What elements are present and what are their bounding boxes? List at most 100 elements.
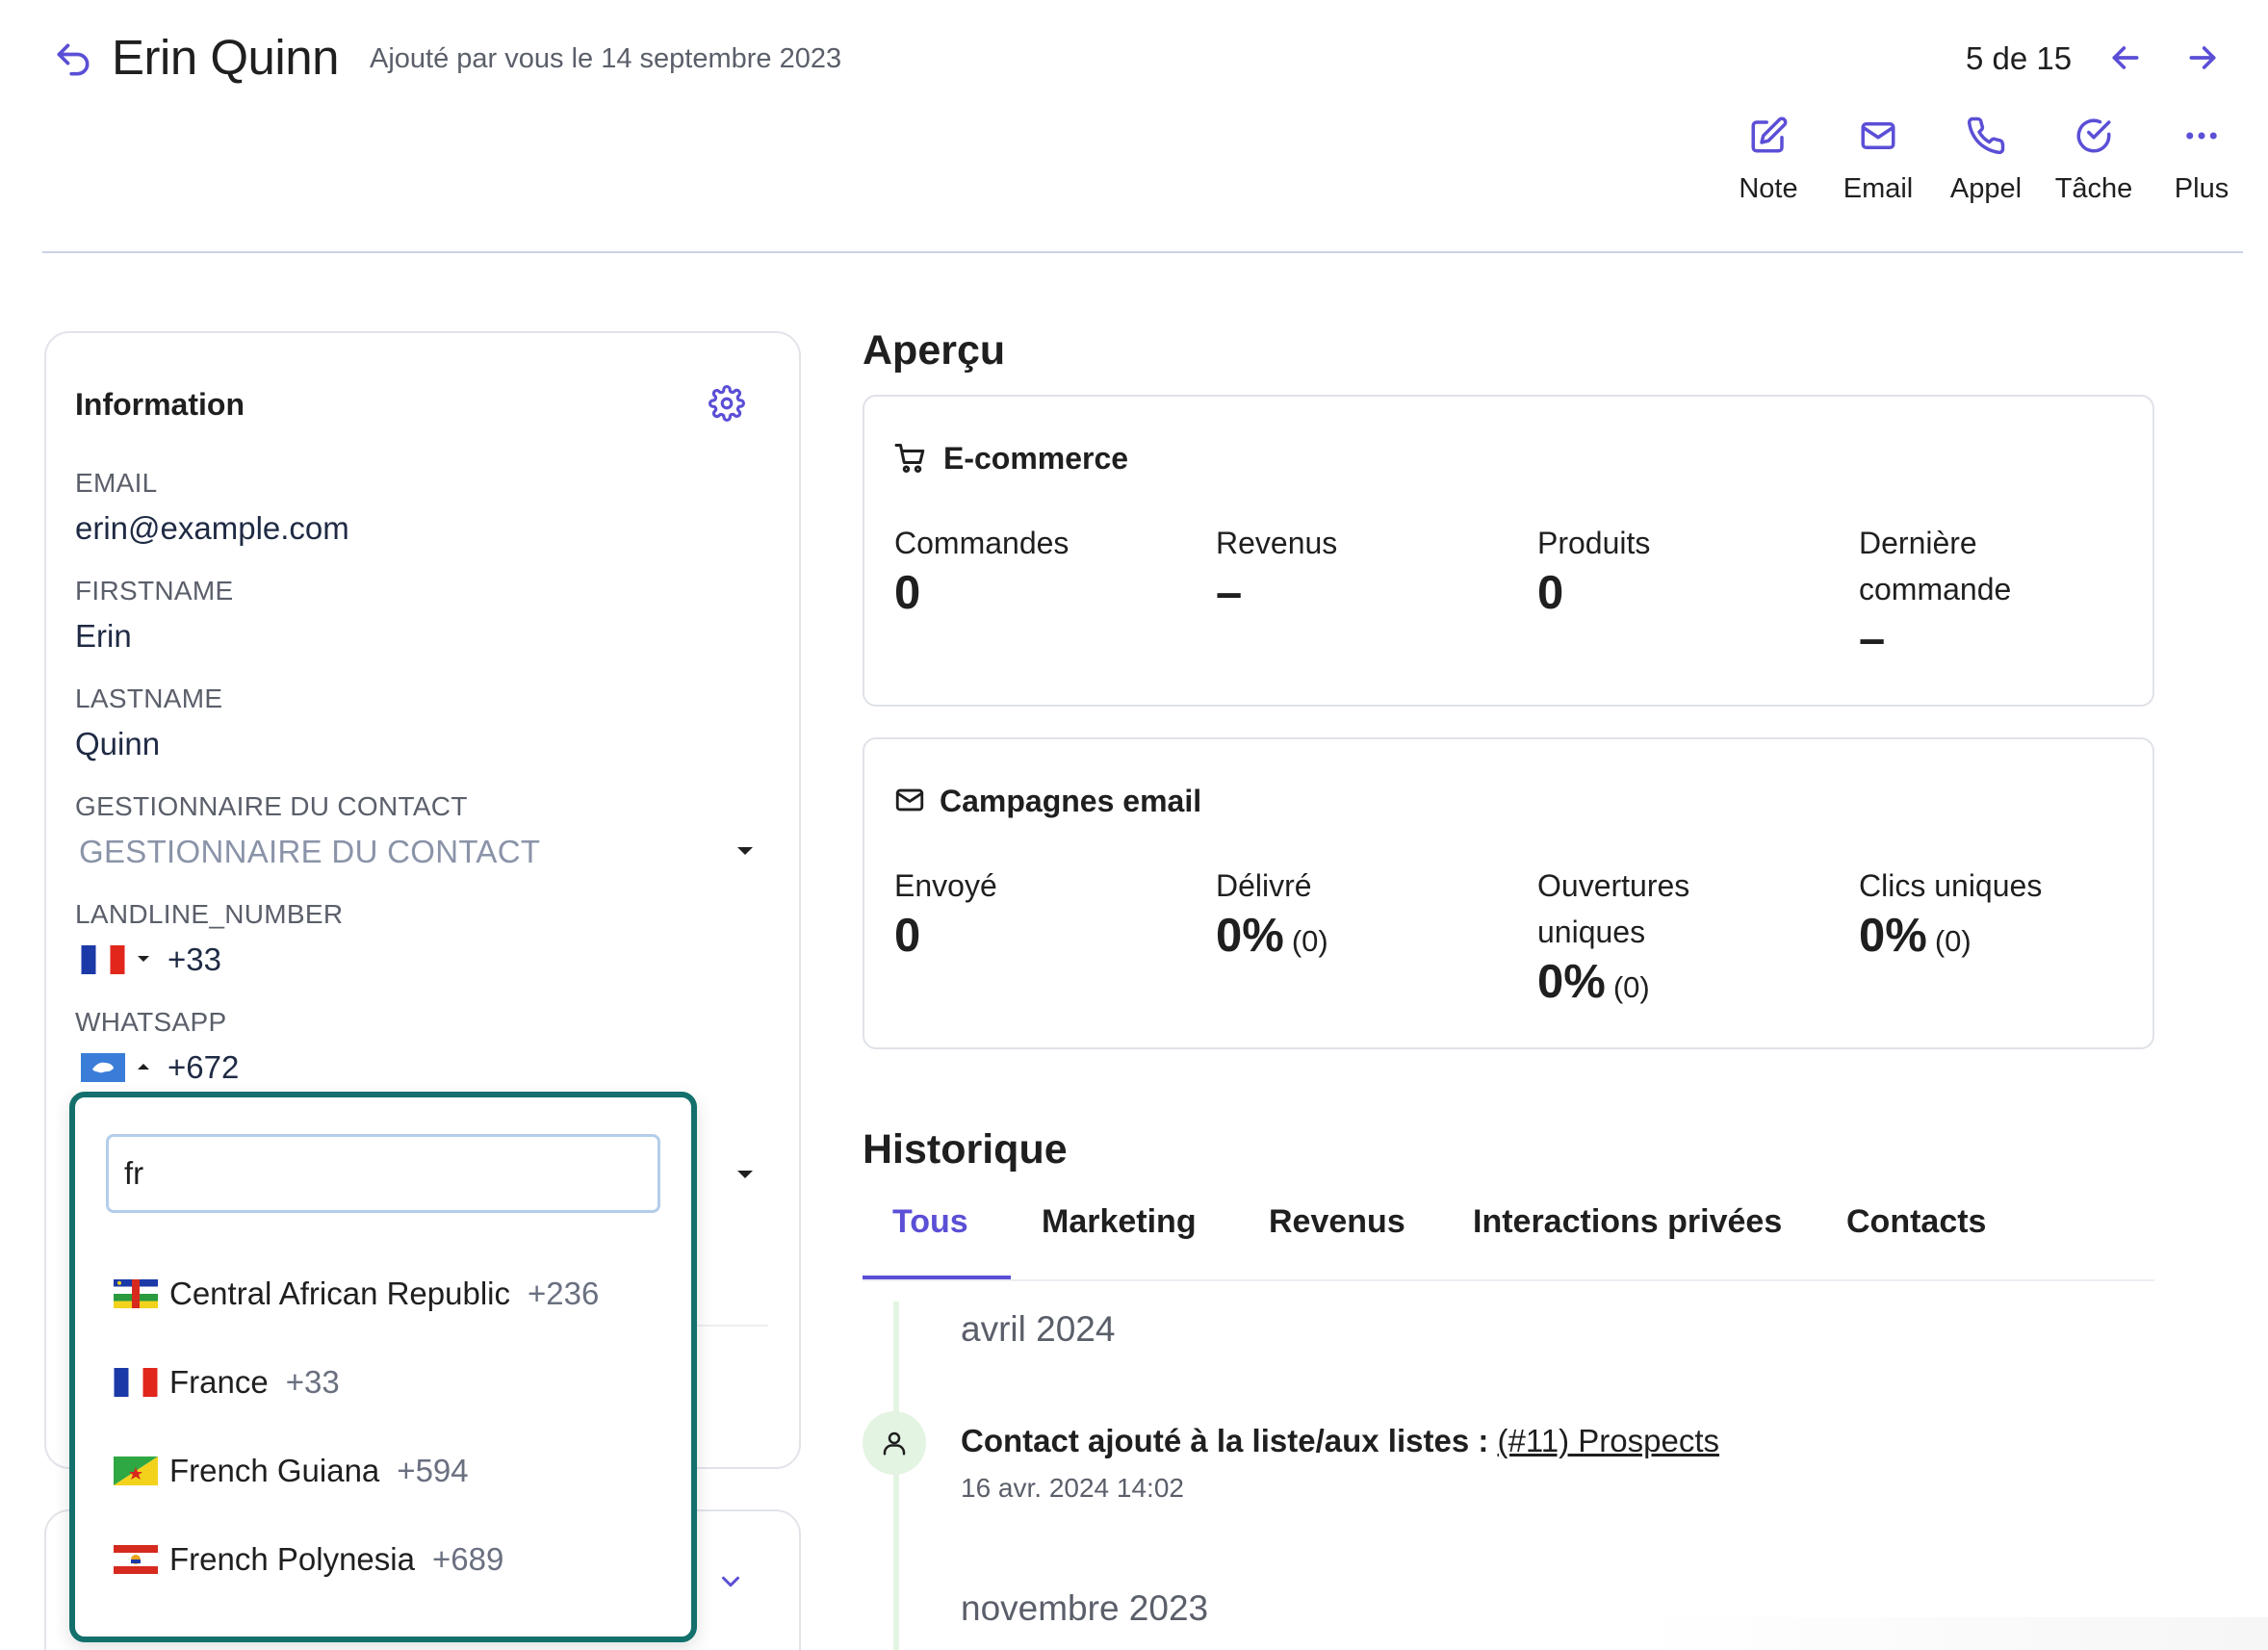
lastname-field-label: LASTNAME [75,683,223,713]
country-option-code: +594 [397,1453,469,1488]
country-search-input[interactable] [106,1134,660,1213]
stat-delivered: Délivré 0% (0) [1216,863,1505,963]
country-option-code: +689 [431,1541,504,1577]
overview-title: Aperçu [863,327,1006,374]
stat-label: Clics uniques [1859,868,2043,903]
active-tab-indicator [863,1276,1011,1279]
pager-text: 5 de 15 [1966,40,2073,76]
previous-contact-arrow-icon[interactable] [2106,39,2145,77]
check-circle-icon [2074,116,2114,156]
whatsapp-code[interactable]: +672 [168,1049,240,1085]
more-icon [2181,116,2222,156]
stat-label: Commandes [894,526,1070,560]
timeline-month: novembre 2023 [961,1588,1209,1628]
stat-count: (0) [1291,924,1328,958]
user-icon [880,1429,909,1457]
email-label: Email [1843,173,1914,204]
lastname-field-value[interactable]: Quinn [75,726,161,761]
firstname-field-value[interactable]: Erin [75,618,132,654]
tab-contacts[interactable]: Contacts [1846,1203,1987,1240]
landline-code[interactable]: +33 [168,941,221,977]
country-option-name: France [169,1364,269,1400]
cart-icon [893,441,928,476]
country-option-france[interactable]: France +33 [114,1354,340,1411]
stat-value: – [1216,567,1243,619]
tab-all[interactable]: Tous [892,1203,968,1240]
tab-revenue[interactable]: Revenus [1269,1203,1405,1240]
stat-label: Dernière commande [1859,526,2012,606]
timeline-event: Contact ajouté à la liste/aux listes : (… [961,1423,1719,1459]
email-field-value[interactable]: erin@example.com [75,510,349,546]
caret-down-icon[interactable] [137,955,150,963]
ecommerce-title: E-commerce [943,441,1129,476]
french-guiana-flag-icon [114,1457,169,1485]
stat-revenue: Revenus – [1216,520,1505,620]
stat-number: 0 [894,910,921,962]
phone-icon [1966,116,2006,156]
tab-marketing[interactable]: Marketing [1042,1203,1197,1240]
central-african-republic-flag-icon [114,1279,169,1308]
stat-value: 0 [1537,567,1564,619]
stat-number: 0% [1216,910,1284,962]
information-title: Information [75,387,245,422]
email-button[interactable]: Email [1825,116,1931,205]
stat-value: – [1859,613,1886,665]
antarctica-flag-icon[interactable] [81,1053,125,1082]
stat-label: Produits [1537,526,1651,560]
stat-label: Délivré [1216,868,1312,903]
ecommerce-box [863,395,2154,707]
stat-count: (0) [1612,970,1650,1004]
caret-up-icon[interactable] [137,1063,150,1070]
country-option-code: +236 [528,1276,600,1311]
stat-label: Revenus [1216,526,1338,560]
firstname-field-label: FIRSTNAME [75,576,234,606]
country-option-french-guiana[interactable]: French Guiana +594 [114,1442,469,1500]
france-flag-icon[interactable] [81,945,125,974]
campaigns-title: Campagnes email [940,784,1202,818]
timeline-month: avril 2024 [961,1309,1116,1349]
contact-manager-select[interactable]: GESTIONNAIRE DU CONTACT [79,834,541,869]
stat-sent: Envoyé 0 [894,863,1183,963]
timeline-line [893,1302,899,1650]
next-contact-arrow-icon[interactable] [2183,39,2222,77]
french-polynesia-flag-icon [114,1545,169,1574]
more-label: Plus [2174,173,2229,204]
timeline-event-link[interactable]: (#11) Prospects [1497,1423,1719,1458]
country-option-central-african-republic[interactable]: Central African Republic +236 [114,1265,599,1323]
timeline-event-marker [863,1411,926,1475]
stat-products: Produits 0 [1537,520,1826,620]
stat-value: 0 [894,567,921,619]
back-icon[interactable] [52,39,94,81]
stat-orders: Commandes 0 [894,520,1183,620]
caret-down-icon[interactable] [735,845,755,857]
history-title: Historique [863,1126,1068,1173]
timeline-event-date: 16 avr. 2024 14:02 [961,1473,1184,1503]
task-label: Tâche [2054,173,2133,204]
stat-value: 0 [894,909,1183,963]
stat-label: Ouvertures uniques [1537,868,1690,949]
more-button[interactable]: Plus [2149,116,2255,205]
stat-number: 0% [1859,910,1927,962]
stat-value: 0% (0) [1216,909,1505,963]
tabs-divider [863,1279,2154,1281]
mail-icon [893,784,926,816]
france-flag-icon [114,1368,169,1397]
country-option-french-polynesia[interactable]: French Polynesia +689 [114,1531,503,1588]
caret-down-icon[interactable] [735,1169,755,1180]
added-info: Ajouté par vous le 14 septembre 2023 [370,43,842,74]
stat-unique-clicks: Clics uniques 0% (0) [1859,863,2128,963]
tab-private-interactions[interactable]: Interactions privées [1473,1203,1783,1240]
task-button[interactable]: Tâche [2041,116,2147,205]
call-button[interactable]: Appel [1933,116,2039,205]
note-button[interactable]: Note [1715,116,1821,205]
chevron-down-icon[interactable] [716,1567,745,1596]
stat-value: 0% (0) [1537,955,1759,1009]
stat-unique-opens: Ouvertures uniques 0% (0) [1537,863,1759,1009]
gear-icon[interactable] [709,385,745,422]
country-option-code: +33 [285,1364,340,1400]
header-divider [42,251,2243,253]
timeline-event-text: Contact ajouté à la liste/aux listes : [961,1423,1489,1458]
mail-icon [1858,116,1898,156]
landline-field-label: LANDLINE_NUMBER [75,899,344,929]
whatsapp-field-label: WHATSAPP [75,1007,227,1037]
